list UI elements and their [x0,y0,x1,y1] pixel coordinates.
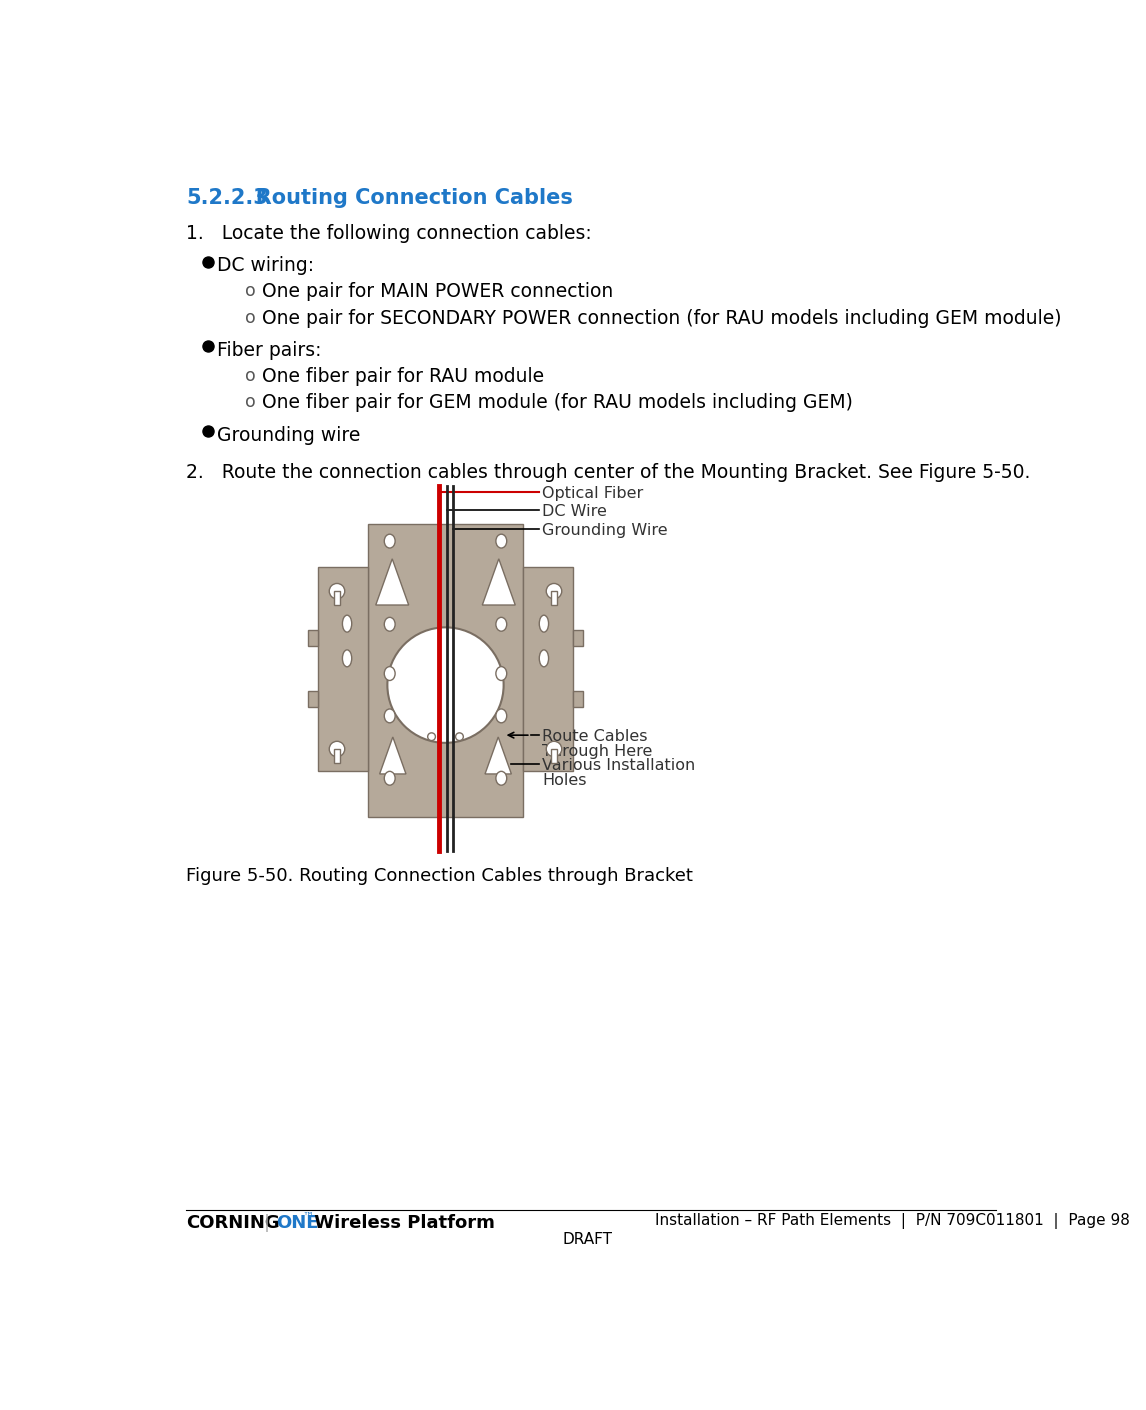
Ellipse shape [496,709,507,723]
FancyBboxPatch shape [551,591,557,605]
Text: ONE: ONE [276,1214,319,1231]
Circle shape [456,733,463,740]
Ellipse shape [384,709,395,723]
Text: Figure 5-50. Routing Connection Cables through Bracket: Figure 5-50. Routing Connection Cables t… [186,867,692,885]
Text: Route Cables: Route Cables [542,729,647,744]
Text: o: o [245,309,256,327]
Text: Installation – RF Path Elements  |  P/N 709C011801  |  Page 98: Installation – RF Path Elements | P/N 70… [654,1213,1130,1230]
Text: ™: ™ [303,1213,313,1222]
FancyBboxPatch shape [573,630,582,646]
Polygon shape [379,737,406,774]
Text: |: | [264,1214,269,1231]
Text: 5.2.2.3: 5.2.2.3 [186,189,268,209]
Text: One pair for MAIN POWER connection: One pair for MAIN POWER connection [261,282,613,302]
Text: Wireless Platform: Wireless Platform [307,1214,494,1231]
Circle shape [547,584,562,599]
FancyBboxPatch shape [333,749,340,763]
Text: Routing Connection Cables: Routing Connection Cables [234,189,573,209]
Ellipse shape [384,534,395,548]
Ellipse shape [496,534,507,548]
Text: CORNING: CORNING [186,1214,280,1231]
Text: DRAFT: DRAFT [563,1232,612,1246]
Text: 1.   Locate the following connection cables:: 1. Locate the following connection cable… [186,224,591,243]
FancyBboxPatch shape [333,591,340,605]
Text: Fiber pairs:: Fiber pairs: [217,341,321,360]
Ellipse shape [343,615,352,632]
Text: Optical Fiber: Optical Fiber [542,485,644,501]
Circle shape [547,742,562,757]
Text: One fiber pair for GEM module (for RAU models including GEM): One fiber pair for GEM module (for RAU m… [261,393,853,412]
Circle shape [427,733,435,740]
Text: Grounding wire: Grounding wire [217,426,360,444]
Ellipse shape [540,615,549,632]
Circle shape [329,584,345,599]
Ellipse shape [384,618,395,632]
Text: DC Wire: DC Wire [542,505,607,519]
Polygon shape [376,558,409,605]
Ellipse shape [496,618,507,632]
Text: Through Here: Through Here [542,744,653,760]
Polygon shape [485,737,511,774]
Text: Various Installation: Various Installation [542,759,696,773]
Text: One pair for SECONDARY POWER connection (for RAU models including GEM module): One pair for SECONDARY POWER connection … [261,309,1061,327]
FancyBboxPatch shape [368,525,523,816]
FancyBboxPatch shape [308,691,317,706]
Polygon shape [482,558,516,605]
FancyBboxPatch shape [551,749,557,763]
Ellipse shape [540,650,549,667]
FancyBboxPatch shape [308,630,317,646]
Circle shape [387,627,503,743]
Ellipse shape [384,771,395,785]
Text: o: o [245,393,256,412]
Text: Holes: Holes [542,773,587,788]
Text: 2.   Route the connection cables through center of the Mounting Bracket. See Fig: 2. Route the connection cables through c… [186,462,1030,482]
Ellipse shape [496,667,507,681]
FancyBboxPatch shape [523,567,573,771]
Ellipse shape [343,650,352,667]
Text: o: o [245,282,256,300]
Ellipse shape [496,771,507,785]
Text: One fiber pair for RAU module: One fiber pair for RAU module [261,367,544,386]
FancyBboxPatch shape [573,691,582,706]
Text: Grounding Wire: Grounding Wire [542,523,668,537]
FancyBboxPatch shape [317,567,368,771]
Circle shape [329,742,345,757]
Ellipse shape [384,667,395,681]
Text: o: o [245,367,256,385]
Text: DC wiring:: DC wiring: [217,257,314,275]
